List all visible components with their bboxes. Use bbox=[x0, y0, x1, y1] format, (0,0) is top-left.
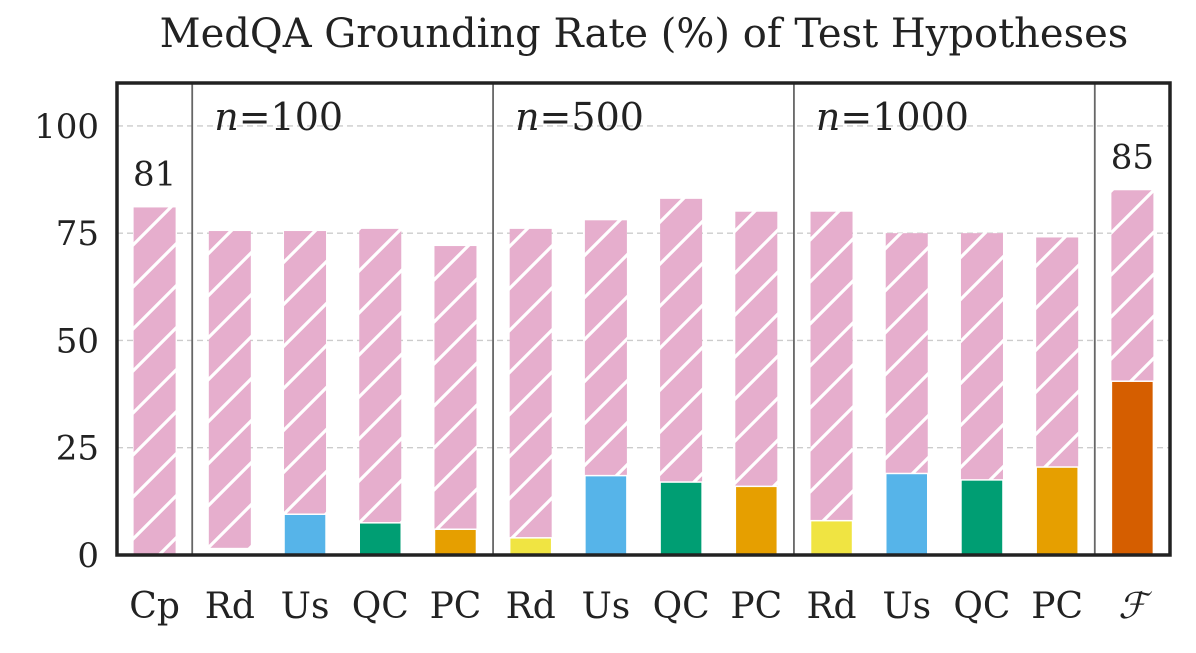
bar-total bbox=[359, 228, 402, 523]
data-label: 85 bbox=[1111, 137, 1154, 177]
x-tick-label: Rd bbox=[506, 586, 556, 627]
chart-title: MedQA Grounding Rate (%) of Test Hypothe… bbox=[160, 11, 1129, 57]
x-tick-label: QC bbox=[953, 586, 1010, 627]
x-tick-label: QC bbox=[653, 586, 710, 627]
x-tick-label: QC bbox=[352, 586, 409, 627]
x-axis-ticks: Cp Rd Us QC PC Rd Us QC PC Rd Us QC PC ℱ bbox=[129, 586, 1152, 627]
y-tick-label: 100 bbox=[34, 107, 99, 147]
bar-grounded bbox=[358, 522, 402, 556]
grid bbox=[117, 125, 1170, 449]
annotations: 81 85 bbox=[133, 137, 1154, 194]
y-tick-label: 50 bbox=[56, 321, 99, 361]
x-tick-label: Rd bbox=[205, 586, 255, 627]
bar-total bbox=[1111, 190, 1154, 382]
bar-grounded bbox=[734, 485, 779, 556]
plot-frame bbox=[115, 81, 1172, 557]
x-tick-label: PC bbox=[430, 586, 482, 627]
bar-total bbox=[960, 233, 1003, 480]
bar-total bbox=[509, 228, 552, 538]
x-tick-label: ℱ bbox=[1118, 586, 1152, 627]
group-labels: n=100 n=500 n=1000 bbox=[214, 95, 969, 139]
y-tick-label: 25 bbox=[56, 429, 99, 469]
bar-grounded bbox=[960, 479, 1004, 556]
bar-total bbox=[434, 246, 477, 530]
group-dividers bbox=[191, 83, 1096, 555]
x-tick-label: Rd bbox=[806, 586, 856, 627]
x-tick-label: Us bbox=[281, 586, 330, 627]
bar-grounded bbox=[659, 481, 703, 556]
y-tick-label: 75 bbox=[56, 214, 99, 254]
x-tick-label: Us bbox=[581, 586, 630, 627]
bar-grounded bbox=[885, 472, 929, 556]
bar-total bbox=[885, 233, 928, 474]
x-tick-label: PC bbox=[1031, 586, 1083, 627]
bar-grounded bbox=[1110, 380, 1155, 556]
group-label: n=500 bbox=[515, 95, 644, 139]
bar-grounded bbox=[1035, 466, 1079, 556]
y-tick-label: 0 bbox=[77, 536, 99, 576]
x-tick-label: Us bbox=[882, 586, 931, 627]
x-tick-label: PC bbox=[730, 586, 782, 627]
bar-total bbox=[284, 231, 327, 515]
bar-total bbox=[810, 211, 853, 521]
bar-total bbox=[584, 220, 627, 476]
data-label: 81 bbox=[133, 154, 176, 194]
x-tick-label: Cp bbox=[129, 586, 180, 627]
bars bbox=[133, 190, 1155, 556]
bar-total bbox=[735, 211, 778, 487]
bar-total bbox=[208, 231, 251, 549]
bar-grounded bbox=[283, 513, 327, 556]
bar-total bbox=[660, 198, 703, 483]
group-label: n=100 bbox=[214, 95, 343, 139]
y-axis-ticks: 0 25 50 75 100 bbox=[34, 107, 99, 576]
bar-grounded bbox=[433, 528, 478, 556]
bar-grounded bbox=[584, 474, 628, 556]
bar-grounded bbox=[809, 519, 854, 556]
bar-total bbox=[1036, 237, 1079, 468]
group-label: n=1000 bbox=[816, 95, 969, 139]
bar-grounded bbox=[508, 537, 553, 556]
bar-total bbox=[133, 207, 176, 555]
